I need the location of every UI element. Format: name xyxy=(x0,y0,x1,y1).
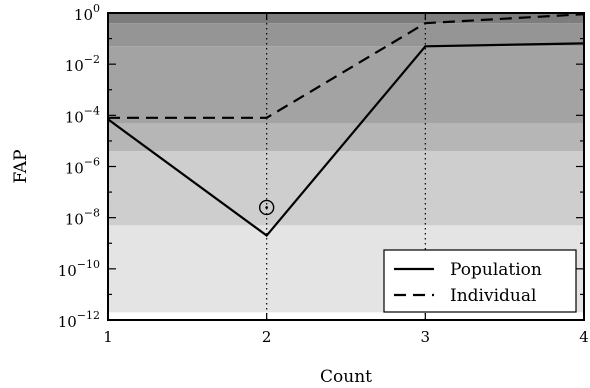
data-series xyxy=(107,13,585,238)
series-line-population xyxy=(107,42,585,238)
y-tick-base: 10 xyxy=(74,6,93,24)
y-tick-exponent: −10 xyxy=(77,258,100,271)
y-tick-label--8: 10−8 xyxy=(65,207,100,229)
axis-ticks xyxy=(107,12,585,321)
circle-marker-center xyxy=(265,206,268,209)
x-tick-label-2: 2 xyxy=(262,328,272,346)
y-tick-base: 10 xyxy=(65,108,84,126)
y-tick-exponent: −8 xyxy=(84,207,100,220)
y-tick-exponent: 0 xyxy=(93,2,100,15)
legend-label-population: Population xyxy=(450,260,542,280)
x-tick-label-1: 1 xyxy=(103,328,113,346)
y-tick-label--12: 10−12 xyxy=(58,309,100,331)
legend-label-individual: Individual xyxy=(450,286,536,306)
y-tick-exponent: −2 xyxy=(84,53,100,66)
background-band-0 xyxy=(108,312,584,320)
y-tick-label--2: 10−2 xyxy=(65,53,100,75)
y-tick-base: 10 xyxy=(65,57,84,75)
y-tick-label-0: 100 xyxy=(74,2,100,24)
x-tick-labels: 1 2 3 4 xyxy=(103,328,589,346)
x-tick-label-4: 4 xyxy=(579,328,589,346)
background-band-2 xyxy=(108,151,584,226)
y-tick-base: 10 xyxy=(58,262,77,280)
x-axis-title: Count xyxy=(320,367,372,387)
annotation-layer xyxy=(258,199,275,216)
y-tick-base: 10 xyxy=(65,160,84,178)
background-band-4 xyxy=(108,46,584,124)
background-band-5 xyxy=(108,23,584,47)
legend-box xyxy=(383,249,577,313)
y-tick-exponent: −12 xyxy=(77,309,100,322)
y-tick-base: 10 xyxy=(58,313,77,331)
y-axis-title: FAP xyxy=(11,149,31,183)
background-bands xyxy=(108,13,584,320)
y-tick-label--6: 10−6 xyxy=(65,156,100,178)
series-line-individual xyxy=(108,13,585,119)
y-tick-exponent: −6 xyxy=(84,156,100,169)
background-band-3 xyxy=(108,123,584,152)
y-tick-base: 10 xyxy=(65,211,84,229)
circle-marker xyxy=(258,199,275,216)
x-tick-label-3: 3 xyxy=(421,328,431,346)
y-tick-exponent: −4 xyxy=(84,104,100,117)
legend: Population Individual xyxy=(383,249,577,313)
y-tick-label--4: 10−4 xyxy=(65,104,100,126)
y-tick-label--10: 10−10 xyxy=(58,258,100,280)
background-band-6 xyxy=(108,13,584,24)
